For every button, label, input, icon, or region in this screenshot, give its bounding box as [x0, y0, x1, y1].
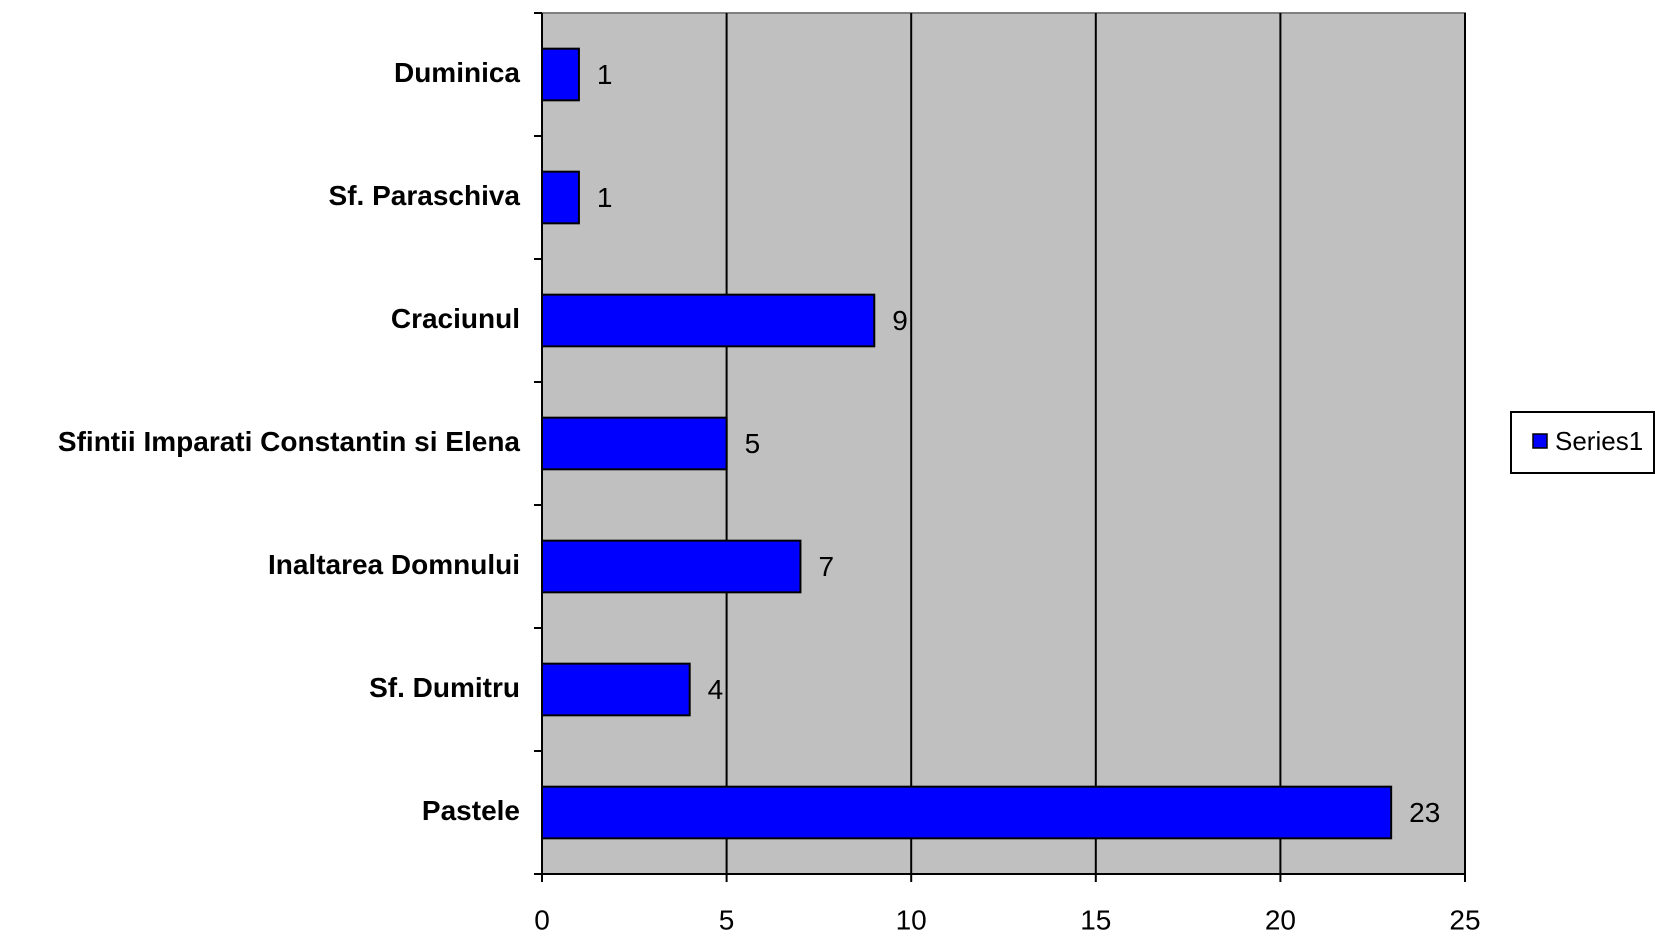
- data-label: 23: [1409, 797, 1440, 828]
- bar: [541, 416, 728, 471]
- legend-label: Series1: [1555, 426, 1643, 456]
- y-tick-label: Craciunul: [391, 303, 520, 334]
- data-label: 1: [597, 59, 613, 90]
- bar: [541, 785, 1393, 840]
- y-tick-label: Pastele: [422, 795, 520, 826]
- x-tick-label: 20: [1265, 904, 1296, 935]
- data-label: 5: [745, 428, 761, 459]
- data-label: 9: [892, 305, 908, 336]
- data-label: 7: [818, 551, 834, 582]
- bar: [541, 539, 802, 594]
- y-tick-label: Sf. Paraschiva: [329, 180, 521, 211]
- data-label: 4: [708, 674, 724, 705]
- data-label: 1: [597, 182, 613, 213]
- x-tick-label: 5: [719, 904, 735, 935]
- y-tick-label: Duminica: [394, 57, 520, 88]
- y-tick-label: Inaltarea Domnului: [268, 549, 520, 580]
- bar: [541, 293, 876, 348]
- legend-swatch: [1532, 433, 1548, 449]
- x-tick-label: 25: [1449, 904, 1480, 935]
- bar: [541, 170, 580, 225]
- x-tick-label: 0: [534, 904, 550, 935]
- y-tick-label: Sfintii Imparati Constantin si Elena: [58, 426, 520, 457]
- bar: [541, 47, 580, 102]
- x-tick-label: 15: [1080, 904, 1111, 935]
- y-tick-label: Sf. Dumitru: [369, 672, 520, 703]
- bar: [541, 662, 691, 717]
- x-tick-label: 10: [896, 904, 927, 935]
